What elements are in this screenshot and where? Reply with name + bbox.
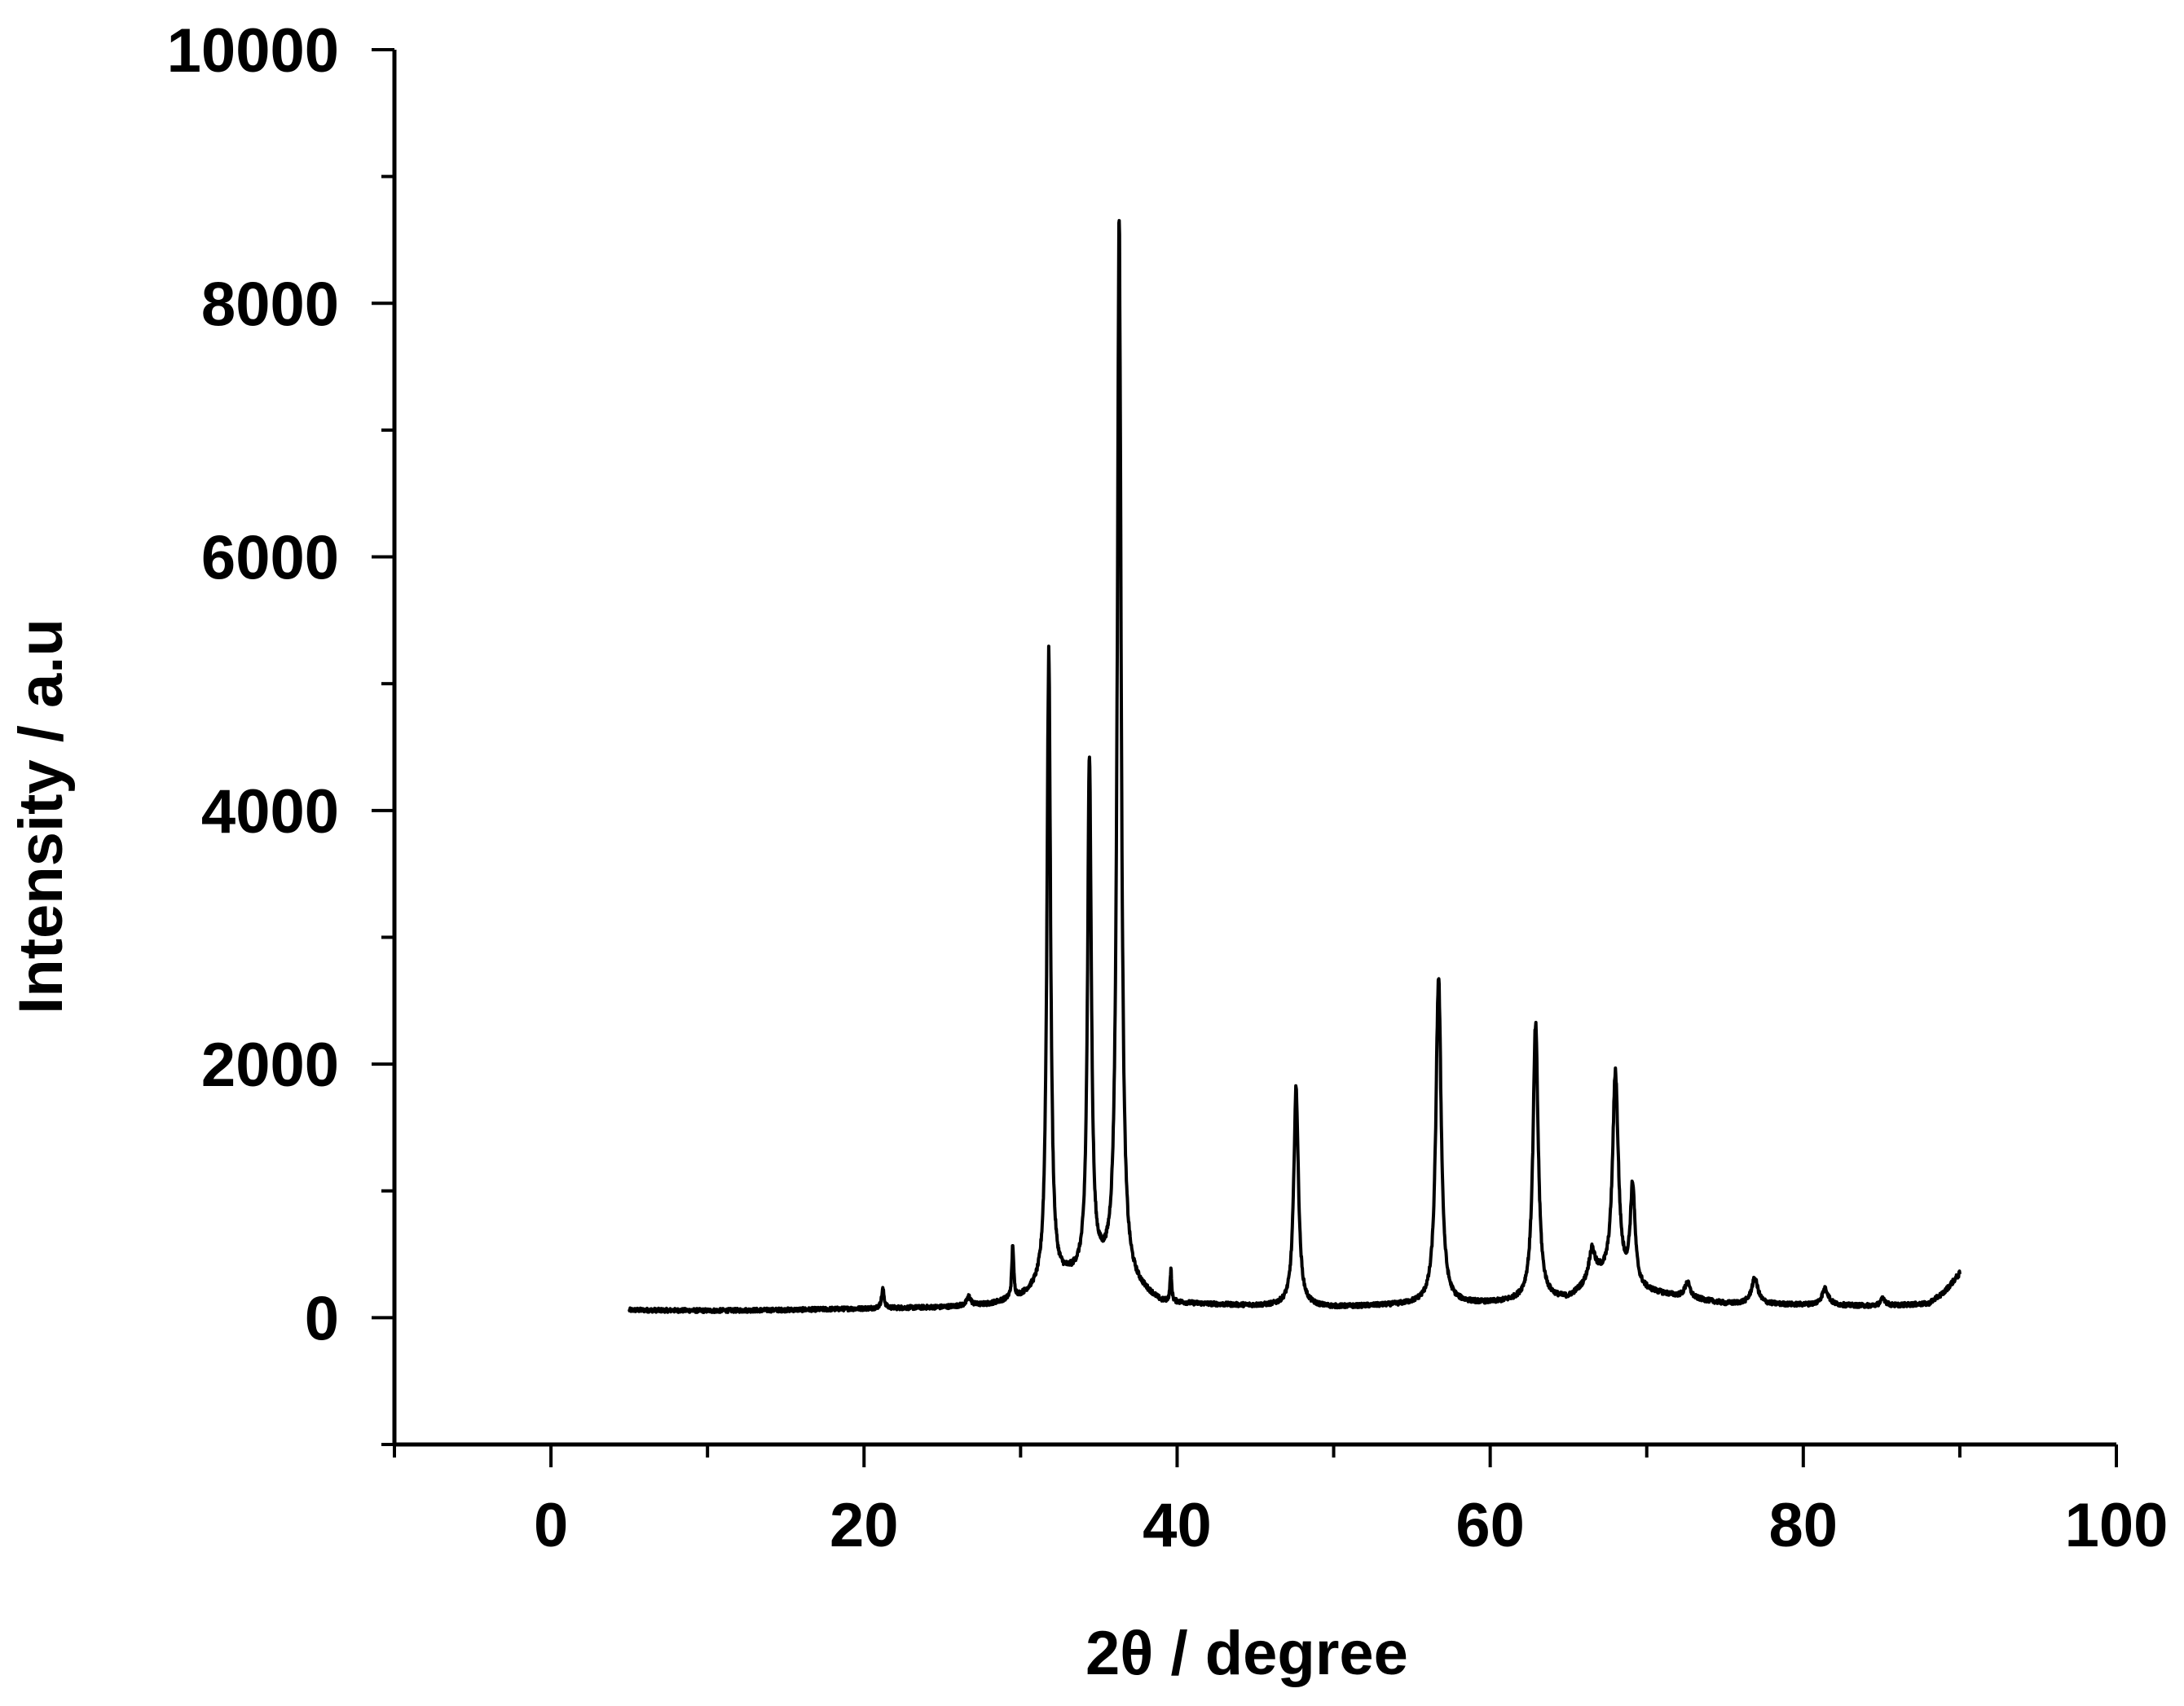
axis-labels: 2θ / degree Intensity / a.u	[7, 618, 1408, 1688]
y-tick-label: 6000	[201, 524, 339, 593]
y-axis-title: Intensity / a.u	[7, 618, 76, 1014]
y-tick-label: 8000	[201, 270, 339, 339]
x-tick-label: 40	[1143, 1491, 1212, 1560]
y-tick-label: 2000	[201, 1031, 339, 1100]
x-tick-label: 20	[830, 1491, 899, 1560]
x-tick-label: 60	[1455, 1491, 1525, 1560]
x-tick-label: 100	[2065, 1491, 2169, 1560]
y-tick-label: 4000	[201, 777, 339, 846]
x-tick-label: 0	[534, 1491, 568, 1560]
plot-area	[627, 218, 1962, 1314]
x-tick-label: 80	[1769, 1491, 1838, 1560]
x-axis-title: 2θ / degree	[1085, 1619, 1408, 1688]
xrd-series-line	[627, 218, 1962, 1314]
y-tick-label: 0	[305, 1284, 339, 1353]
axes: 0 20 40 60 80 100 0 2000 4000 6000 8000 10000	[167, 16, 2169, 1560]
y-tick-label: 10000	[167, 16, 339, 86]
